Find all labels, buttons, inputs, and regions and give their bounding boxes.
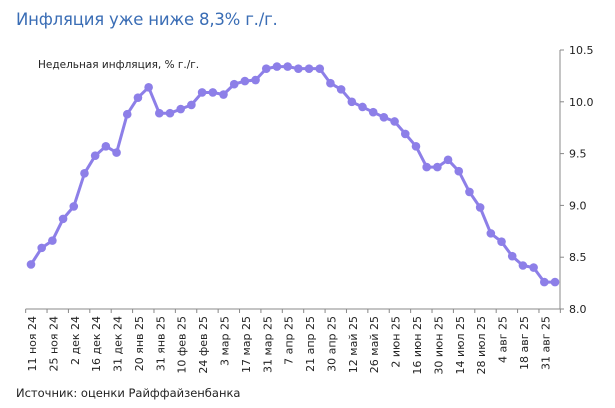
x-tick-label: 16 дек 24 [90,316,103,372]
data-point [272,62,282,71]
data-point [144,82,153,92]
data-point [390,117,399,126]
series-line [29,65,555,284]
x-tick-label: 30 июн 25 [432,316,445,375]
data-point [454,166,464,176]
data-point [336,85,346,94]
x-tick-label: 26 май 25 [368,316,381,373]
data-point [550,277,560,287]
data-point [197,88,207,97]
x-tick-label: 2 июн 25 [390,316,403,368]
data-point [26,260,36,269]
source-note: Источник: оценки Райффайзенбанка [16,386,241,400]
x-tick-label: 18 авг 25 [518,316,531,370]
data-point [240,76,250,86]
x-tick-label: 25 ноя 24 [47,316,60,372]
data-point [229,79,239,89]
y-tick-label: 10.0 [569,96,594,109]
data-point [122,109,132,119]
data-point [422,162,431,172]
data-point [112,148,121,157]
chart-title: Инфляция уже ниже 8,3% г./г. [16,10,278,29]
x-tick-label: 30 апр 25 [325,316,338,372]
y-tick-label: 9.0 [569,199,587,212]
data-point [347,97,357,107]
x-tick-label: 31 янв 25 [154,316,167,371]
data-point [540,277,549,287]
data-point [101,142,111,151]
x-tick-label: 4 авг 25 [497,316,510,363]
x-tick-label: 12 май 25 [347,316,360,373]
data-point [58,214,68,224]
data-point [251,75,260,85]
data-point [37,243,46,253]
data-point [529,263,538,272]
data-point [326,78,335,88]
x-tick-label: 14 июл 25 [454,316,467,374]
data-point [165,108,175,118]
series-label: Недельная инфляция, % г./г. [38,59,199,71]
x-tick-label: 24 фев 25 [197,316,210,374]
data-point [219,90,228,99]
x-tick-label: 17 мар 25 [240,316,253,373]
data-point [304,64,314,73]
data-point [283,62,292,71]
data-point [315,64,325,73]
data-point [443,155,453,165]
x-tick-label: 21 апр 25 [304,316,317,372]
y-tick-label: 10.5 [569,44,594,57]
data-point [465,187,474,197]
y-tick-label: 8.5 [569,251,587,264]
data-point [261,64,271,73]
x-tick-label: 31 мар 25 [261,316,274,373]
data-point [433,162,442,172]
data-point [497,237,506,246]
data-point [48,236,57,245]
data-point [80,168,89,178]
data-point [486,229,496,238]
x-tick-label: 20 янв 25 [133,316,146,371]
x-tick-label: 3 мар 25 [218,316,231,366]
x-tick-label: 7 апр 25 [283,316,296,365]
y-tick-label: 8.0 [569,303,587,316]
data-point [187,100,196,110]
x-tick-label: 2 дек 24 [69,316,82,365]
data-point [411,142,421,151]
data-point [176,104,186,114]
data-point [507,251,517,261]
data-point [518,261,528,270]
data-point [133,93,143,102]
x-tick-label: 31 дек 24 [112,316,125,372]
x-tick-label: 28 июл 25 [475,316,488,374]
x-tick-label: 10 фев 25 [176,316,189,374]
data-point [69,202,79,211]
data-point [379,113,389,122]
x-tick-label: 31 авг 25 [539,316,552,370]
data-point [90,151,100,160]
data-point [155,108,164,118]
data-point [400,129,410,139]
x-tick-label: 16 июн 25 [411,316,424,375]
y-tick-label: 9.5 [569,148,587,161]
data-point [368,107,378,117]
x-tick-label: 11 ноя 24 [26,316,39,372]
data-point [475,203,485,212]
data-point [358,102,367,112]
data-point [294,64,303,73]
data-point [208,88,218,97]
